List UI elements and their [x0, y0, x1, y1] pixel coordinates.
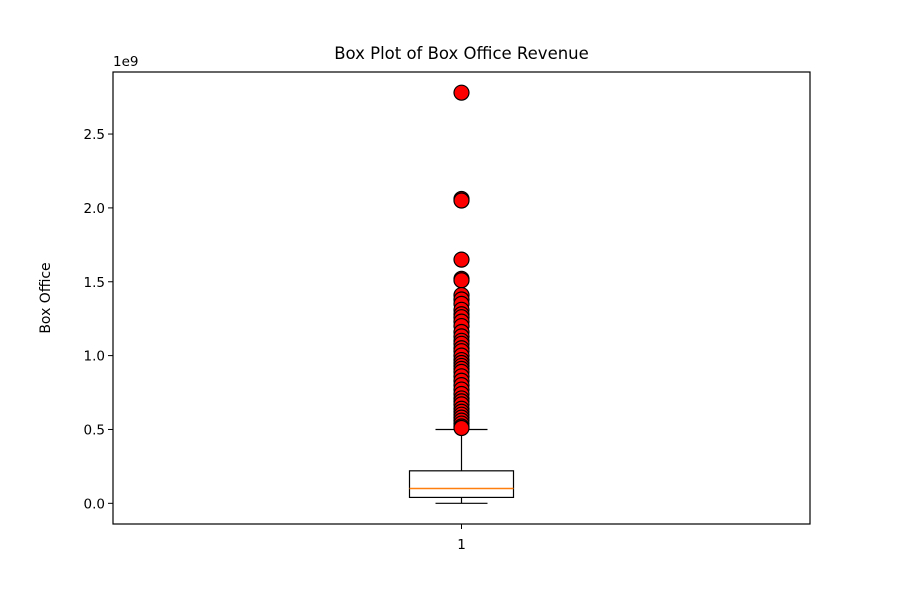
y-tick-label: 2.5 — [84, 127, 105, 143]
y-axis-ticks: 0.0 0.5 1.0 1.5 2.0 2.5 — [84, 127, 113, 512]
y-tick-label: 0.0 — [84, 496, 105, 512]
plot-frame — [112, 71, 811, 525]
outlier-point — [453, 251, 470, 268]
y-tick-label: 2.0 — [84, 201, 105, 217]
y-tick-label: 1.5 — [84, 275, 105, 291]
y-tick-label: 0.5 — [84, 422, 105, 438]
outlier-point — [453, 419, 470, 437]
iqr-box — [408, 470, 515, 499]
outlier-point — [453, 84, 470, 101]
y-axis-label: Box Office — [38, 262, 54, 333]
x-axis-ticks: 1 — [457, 524, 466, 553]
outlier-point — [453, 272, 470, 289]
outlier-point — [453, 192, 470, 209]
y-offset-label: 1e9 — [113, 54, 138, 70]
chart-title: Box Plot of Box Office Revenue — [334, 44, 589, 63]
x-tick-label: 1 — [457, 537, 466, 553]
y-tick-label: 1.0 — [84, 349, 105, 365]
box-plot-marks — [408, 84, 515, 504]
